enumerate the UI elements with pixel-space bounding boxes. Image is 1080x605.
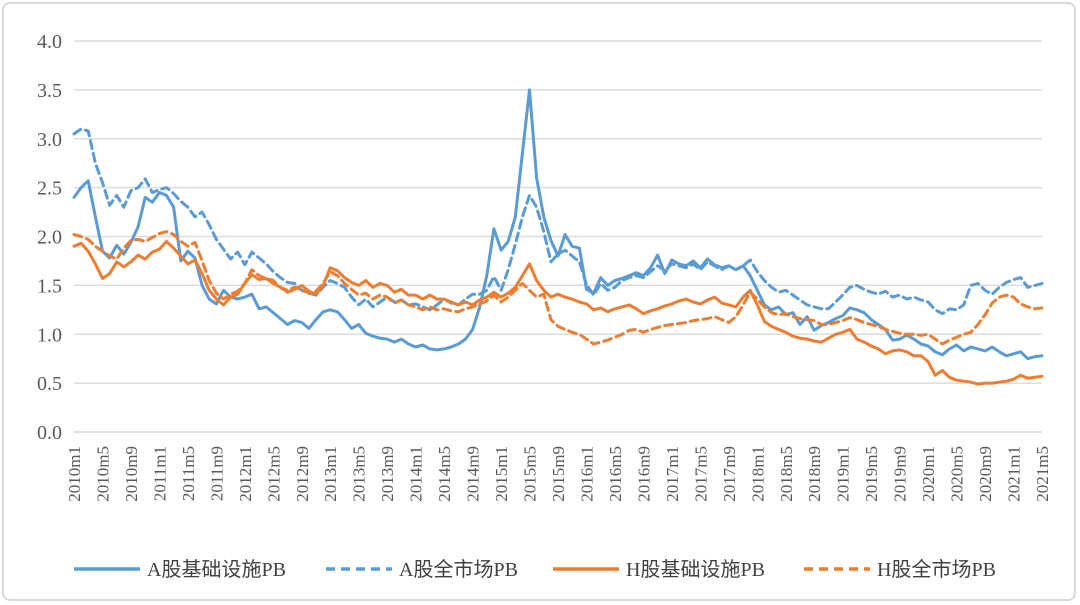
legend-label-2: H股基础设施PB (626, 558, 765, 581)
x-axis-tick-label: 2020m9 (976, 446, 995, 502)
x-axis-tick-label: 2018m9 (805, 446, 824, 502)
x-axis-tick-label: 2017m5 (691, 446, 710, 502)
x-axis-tick-label: 2011m9 (207, 446, 226, 501)
series-line-3 (72, 230, 1044, 346)
y-axis-tick-label: 4.0 (37, 31, 62, 53)
legend-label-3: H股全市场PB (877, 558, 996, 581)
x-axis-tick-label: 2017m9 (720, 446, 739, 502)
y-axis-tick-label: 2.0 (37, 227, 62, 249)
series-line-2 (72, 239, 1044, 386)
y-axis-tick-label: 3.5 (37, 80, 62, 102)
x-axis-tick-label: 2015m5 (521, 446, 540, 502)
pb-line-chart: 0.0 0.5 1.0 1.5 2.0 2.5 3.0 3.5 4.0 2010m1 2010m5 2… (37, 31, 1052, 581)
legend-label-0: A股基础设施PB (147, 558, 286, 581)
x-axis-tick-label: 2019m5 (862, 446, 881, 502)
x-axis-tick-label: 2012m1 (236, 446, 255, 502)
x-axis-tick-label: 2016m9 (634, 446, 653, 502)
y-axis-tick-label: 1.0 (37, 324, 62, 346)
x-axis-tick-label: 2018m1 (748, 446, 767, 502)
x-axis-tick-label: 2014m1 (407, 446, 426, 502)
x-axis-tick-label: 2010m9 (122, 446, 141, 502)
x-axis-tick-label: 2010m5 (94, 446, 113, 502)
x-axis-tick-label: 2019m9 (891, 446, 910, 502)
y-axis-tick-label: 0.5 (37, 373, 62, 395)
x-axis-tick-label: 2021m1 (1005, 446, 1024, 502)
x-axis-tick-label: 2020m5 (948, 446, 967, 502)
x-axis-tick-label: 2021m5 (1033, 446, 1052, 502)
x-axis-tick-label: 2016m1 (578, 446, 597, 502)
x-axis-tick-label: 2013m9 (378, 446, 397, 502)
x-axis-tick-label: 2019m1 (834, 446, 853, 502)
x-axis-tick-label: 2014m5 (435, 446, 454, 502)
x-axis-tick-label: 2015m1 (492, 446, 511, 502)
x-axis-tick-label: 2020m1 (919, 446, 938, 502)
x-axis-tick-label: 2011m5 (179, 446, 198, 501)
y-axis-tick-label: 1.5 (37, 275, 62, 297)
x-axis-tick-label: 2014m9 (464, 446, 483, 502)
y-axis-tick-label: 2.5 (37, 178, 62, 200)
x-axis-tick-label: 2013m5 (350, 446, 369, 502)
series-line-0 (72, 88, 1044, 361)
x-axis-tick-label: 2010m1 (65, 446, 84, 502)
x-axis-tick-label: 2012m9 (293, 446, 312, 502)
x-axis-tick-label: 2017m1 (663, 446, 682, 502)
x-axis-tick-label: 2015m9 (549, 446, 568, 502)
x-axis-tick-label: 2016m5 (606, 446, 625, 502)
series-line-1 (72, 127, 1044, 316)
y-axis-tick-label: 0.0 (37, 422, 62, 444)
x-axis-tick-label: 2018m5 (777, 446, 796, 502)
x-axis-tick-label: 2013m1 (321, 446, 340, 502)
x-axis-tick-label: 2011m1 (150, 446, 169, 501)
x-axis-tick-label: 2012m5 (264, 446, 283, 502)
y-axis-tick-label: 3.0 (37, 129, 62, 151)
legend-label-1: A股全市场PB (399, 558, 518, 581)
